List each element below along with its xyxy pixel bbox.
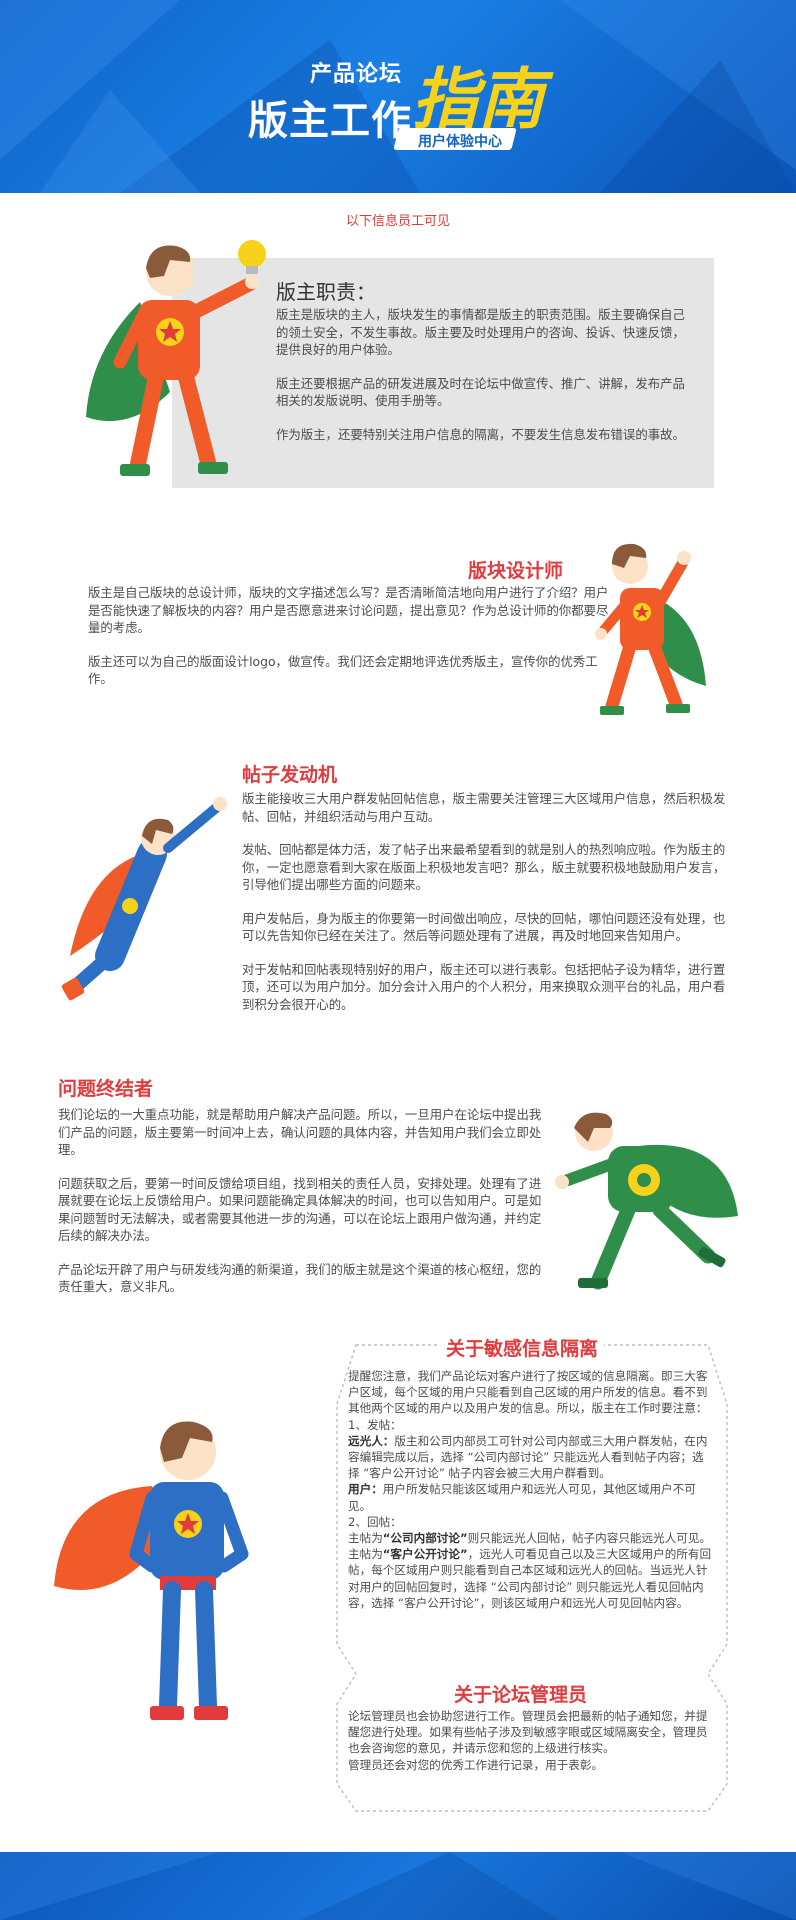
terminator-text: 我们论坛的一大重点功能，就是帮助用户解决产品问题。所以，一旦用户在论坛中提出我们… [58,1106,550,1312]
admin-text: 论坛管理员也会协助您进行工作。管理员会把最新的帖子通知您，并提醒您进行处理。如果… [348,1708,712,1773]
reply-rule-public-prefix: 主帖为 [348,1547,383,1562]
engine-paragraph-3: 用户发帖后，身为版主的你要第一时间做出响应，尽快的回帖，哪怕问题还没有处理，也可… [242,910,726,944]
star-emblem-icon [177,1513,199,1534]
hero-running-illustration [555,1112,738,1290]
reply-rule-internal-prefix: 主帖为 [348,1531,383,1546]
hero-lightbulb-illustration [86,240,266,476]
hero-flying-illustration [61,797,227,1001]
hero-standing-illustration [54,1421,249,1720]
reply-heading: 2、回帖： [348,1514,402,1529]
header-yellow-title: 指南 [412,60,544,138]
sensitive-info-title: 关于敏感信息隔离 [440,1334,605,1361]
terminator-title: 问题终结者 [58,1078,154,1100]
reply-rule-internal-tag: “公司内部讨论” [382,1531,468,1546]
hero-flexing-illustration [595,543,706,715]
header-banner: 产品论坛 版主工作 指南 用户体验中心 [0,0,796,193]
engine-paragraph-4: 对于发帖和回帖表现特别好的用户，版主还可以进行表彰。包括把帖子设为精华，进行置顶… [242,961,726,1012]
engine-paragraph-2: 发帖、回帖都是体力活，发了帖子出来最希望看到的就是别人的热烈响应啦。作为版主的你… [242,842,726,892]
sensitive-info-frame [336,1344,728,1812]
admin-paragraph-2: 管理员还会对您的优秀工作进行记录，用于表彰。 [348,1757,604,1772]
user-rule: 用户：用户所发帖只能该区域用户和远光人可见，其他区域用户不可见。 [348,1481,712,1513]
designer-title: 版块设计师 [468,560,564,582]
far-staff-text: 版主和公司内部员工可针对公司内部或三大用户群发帖，在内容编辑完成以后，选择 “公… [348,1433,708,1481]
designer-paragraph-1: 版主是自己版块的总设计师，版块的文字描述怎么写？是否清晰简洁地向用户进行了介绍？… [88,585,609,635]
terminator-paragraph-2: 问题获取之后，要第一时间反馈给项目组，找到相关的责任人员，安排处理。处理有了进展… [58,1175,542,1244]
user-text: 用户所发帖只能该区域用户和远光人可见，其他区域用户不可见。 [348,1482,696,1513]
lightbulb-icon [238,240,266,274]
user-label: 用户： [348,1482,383,1497]
reply-rule-internal: 主帖为“公司内部讨论”则只能远光人回帖，帖子内容只能远光人可见。 [348,1530,712,1546]
admin-paragraph-1: 论坛管理员也会协助您进行工作。管理员会把最新的帖子通知您，并提醒您进行处理。如果… [348,1709,708,1756]
star-emblem-icon [159,321,181,342]
designer-paragraph-2: 版主还可以为自己的版面设计logo，做宣传。我们还会定期地评选优秀版主，宣传你的… [88,653,598,687]
reply-rule-public: 主帖为“客户公开讨论”，远光人可看见自己以及三大区域用户的所有回帖，每个区域用户… [348,1546,712,1611]
duty-paragraph-1: 版主是版块的主人，版块发生的事情都是版主的职责范围。版主要确保自己的领土安全，不… [276,307,685,357]
sensitive-info-text: 提醒您注意，我们产品论坛对客户进行了按区域的信息隔离。即三大客户区域，每个区域的… [348,1368,712,1611]
header-small-title: 产品论坛 [310,62,403,87]
designer-text: 版主是自己版块的总设计师，版块的文字描述怎么写？是否清晰简洁地向用户进行了介绍？… [88,584,614,704]
post-heading: 1、发帖： [348,1417,402,1432]
engine-text: 版主能接收三大用户群发帖回帖信息，版主需要关注管理三大区域用户信息，然后积极发帖… [242,790,734,1029]
header-big-title: 版主工作 [248,98,412,144]
duty-paragraph-2: 版主还要根据产品的研发进展及时在论坛中做宣传、推广、讲解，发布产品相关的发版说明… [276,375,685,409]
engine-title: 帖子发动机 [242,764,338,786]
duty-paragraph-3: 作为版主，还要特别关注用户信息的隔离，不要发生信息发布错误的事故。 [276,426,685,442]
star-emblem-icon [635,605,649,618]
reply-rule-public-text: ，远光人可看见自己以及三大区域用户的所有回帖，每个区域用户则只能看到自己本区域和… [348,1547,712,1610]
far-staff-rule: 远光人：版主和公司内部员工可针对公司内部或三大用户群发帖，在内容编辑完成以后，选… [348,1433,712,1482]
reply-rule-internal-text: 则只能远光人回帖，帖子内容只能远光人可见。 [467,1531,712,1546]
header-ribbon-text: 用户体验中心 [418,134,502,150]
duty-box [172,258,714,488]
terminator-paragraph-1: 我们论坛的一大重点功能，就是帮助用户解决产品问题。所以，一旦用户在论坛中提出我们… [58,1107,542,1157]
admin-title: 关于论坛管理员 [448,1680,594,1707]
sensitive-intro: 提醒您注意，我们产品论坛对客户进行了按区域的信息隔离。即三大客户区域，每个区域的… [348,1369,708,1416]
duty-title: 版主职责： [276,280,376,304]
footer-banner [0,1852,796,1920]
header-pattern [0,0,796,193]
far-staff-label: 远光人： [348,1433,395,1448]
engine-paragraph-1: 版主能接收三大用户群发帖回帖信息，版主需要关注管理三大区域用户信息，然后积极发帖… [242,791,726,824]
reply-rule-public-tag: “客户公开讨论” [382,1547,468,1562]
duty-text: 版主是版块的主人，版块发生的事情都是版主的职责范围。版主要确保自己的领土安全，不… [276,306,696,459]
terminator-paragraph-3: 产品论坛开辟了用户与研发线沟通的新渠道，我们的版主就是这个渠道的核心枢纽，您的责… [58,1261,542,1295]
footer-pattern [0,1852,796,1920]
staff-only-notice: 以下信息员工可见 [345,214,450,229]
